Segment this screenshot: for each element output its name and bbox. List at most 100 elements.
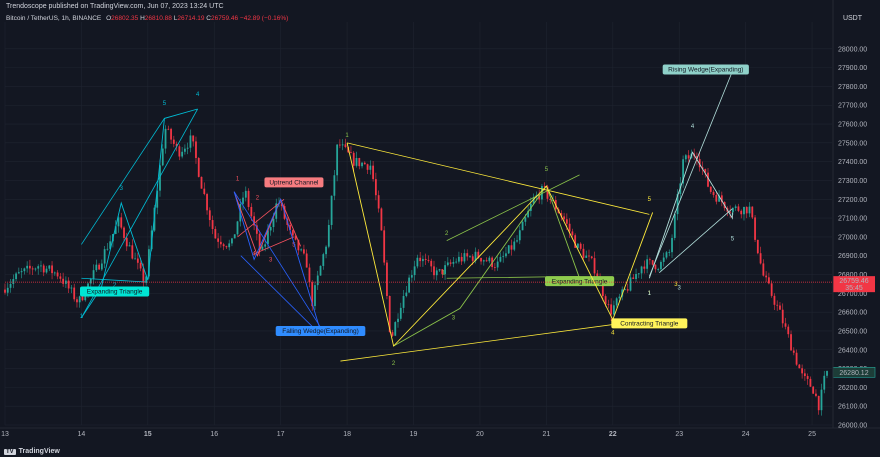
pivot-label: 2 [445, 231, 449, 237]
candle-body [792, 350, 795, 353]
pattern-label[interactable]: Expanding Triangle [87, 289, 143, 296]
candle-body [765, 275, 768, 278]
pattern-trendline [446, 174, 580, 242]
pivot-label: 5 [648, 197, 652, 203]
candle-body [76, 299, 78, 303]
candle-body [499, 256, 502, 262]
candle-body [469, 256, 471, 258]
candle-body [51, 265, 53, 274]
candle-body [640, 266, 643, 274]
pivot-label: 5 [163, 101, 167, 107]
change-value: −42.89 (−0.16%) [239, 15, 289, 22]
pattern-label[interactable]: Falling Wedge(Expanding) [282, 328, 358, 335]
candle-body [45, 268, 48, 273]
candle-body [327, 224, 330, 247]
pattern-label-box[interactable] [264, 177, 324, 188]
candle-body [798, 364, 801, 369]
candle-body [291, 230, 294, 236]
current-price-value: 26759.46 [839, 278, 868, 285]
candle-body [590, 256, 593, 259]
pivot-label: 1 [442, 271, 446, 277]
tradingview-branding: TV TradingView [4, 448, 60, 455]
candle-body [214, 229, 217, 239]
symbol-name: Bitcoin / TetherUS, 1h, BINANCE [6, 15, 102, 22]
candle-body [181, 151, 184, 157]
candle-body [419, 257, 422, 262]
pattern-label-box[interactable] [662, 64, 749, 75]
pattern-trendline [240, 255, 321, 335]
candle-body [236, 221, 239, 235]
candle-body [463, 253, 466, 262]
candle-body [280, 203, 283, 207]
candle-body [740, 210, 743, 215]
candle-body [654, 264, 657, 270]
pivot-label: 4 [691, 124, 695, 130]
candle-body [142, 268, 145, 283]
pattern-trendline [81, 118, 165, 245]
candle-body [37, 266, 40, 269]
candle-body [363, 162, 366, 165]
candle-body [762, 263, 765, 276]
y-tick-label: 26200.00 [838, 385, 867, 392]
candle-body [12, 279, 15, 284]
candle-body [255, 225, 258, 234]
candle-body [40, 265, 42, 267]
candle-body [826, 370, 828, 376]
candle-body [311, 282, 314, 307]
pivot-label: 1 [345, 133, 349, 139]
candle-body [233, 234, 236, 239]
candle-body [715, 195, 718, 202]
pattern-label[interactable]: Uptrend Channel [269, 180, 319, 187]
pattern-trendline [648, 71, 733, 277]
pivot-label: 1 [648, 291, 652, 297]
candle-body [20, 271, 23, 273]
candle-body [790, 334, 792, 351]
open-label: O [106, 15, 112, 22]
pivot-label: 5 [545, 167, 549, 173]
candle-body [781, 309, 784, 324]
y-tick-label: 28000.00 [838, 46, 867, 53]
y-tick-label: 27800.00 [838, 84, 867, 91]
candle-body [15, 273, 17, 280]
high-label: H [140, 15, 145, 22]
candle-body [305, 253, 308, 268]
candle-body [806, 376, 809, 379]
candle-body [424, 258, 427, 260]
candle-body [23, 268, 26, 272]
candle-body [186, 147, 189, 149]
pattern-label-box[interactable] [611, 318, 688, 329]
candle-body [139, 262, 142, 269]
candle-body [488, 257, 491, 262]
candle-body [549, 198, 552, 201]
candle-body [565, 219, 568, 224]
candle-body [759, 253, 762, 264]
candle-body [134, 258, 136, 260]
pivot-label: 3 [452, 316, 456, 322]
pattern-label-box[interactable] [80, 286, 150, 297]
candle-body [601, 281, 604, 297]
candle-body [175, 143, 178, 147]
candle-body [413, 266, 416, 276]
pattern-zigzag [233, 191, 321, 332]
pattern-trendline [340, 319, 650, 362]
candle-body [684, 155, 687, 160]
pattern-label[interactable]: Contracting Triangle [620, 321, 679, 328]
candle-body [776, 304, 779, 306]
candle-body [148, 249, 150, 277]
candle-body [303, 249, 305, 254]
y-tick-label: 26100.00 [838, 404, 867, 411]
pattern-label[interactable]: Rising Wedge(Expanding) [668, 67, 743, 74]
publisher-header: Trendoscope published on TradingView.com… [6, 3, 224, 10]
candle-body [446, 262, 449, 266]
candle-body [637, 273, 640, 275]
pivot-label: 2 [256, 195, 260, 201]
candle-body [123, 227, 125, 238]
candle-body [103, 249, 106, 264]
candle-body [388, 295, 391, 333]
candle-body [42, 265, 45, 273]
candle-body [48, 265, 51, 269]
pattern-label-box[interactable] [544, 276, 615, 287]
pattern-label-box[interactable] [275, 325, 366, 336]
candle-body [779, 305, 781, 310]
